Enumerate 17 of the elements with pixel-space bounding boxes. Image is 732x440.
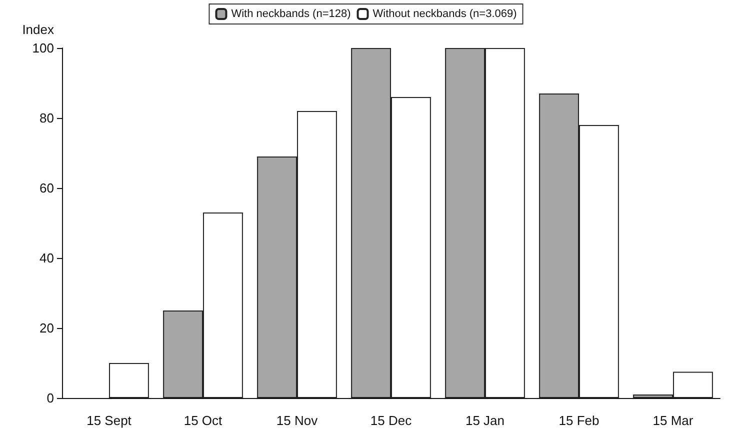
y-axis-title: Index <box>22 22 54 37</box>
legend-label: With neckbands (n=128) <box>231 8 351 20</box>
x-tick-label: 15 Sept <box>86 413 132 428</box>
y-tick-label: 40 <box>40 250 54 266</box>
legend-label: Without neckbands (n=3.069) <box>372 8 517 20</box>
x-tick-label: 15 Oct <box>184 413 223 428</box>
x-tick-label: 15 Jan <box>465 413 505 428</box>
y-tick-label: 20 <box>40 320 54 336</box>
y-tick-label: 100 <box>32 40 54 56</box>
bar <box>109 363 149 398</box>
x-tick-label: 15 Nov <box>276 413 318 428</box>
y-tick-label: 80 <box>40 110 54 126</box>
y-tick-label: 0 <box>46 390 54 406</box>
y-tick-label: 60 <box>40 180 54 196</box>
x-tick-label: 15 Feb <box>558 413 600 428</box>
x-tick-label: 15 Mar <box>652 413 694 428</box>
x-tick-label: 15 Dec <box>370 413 412 428</box>
